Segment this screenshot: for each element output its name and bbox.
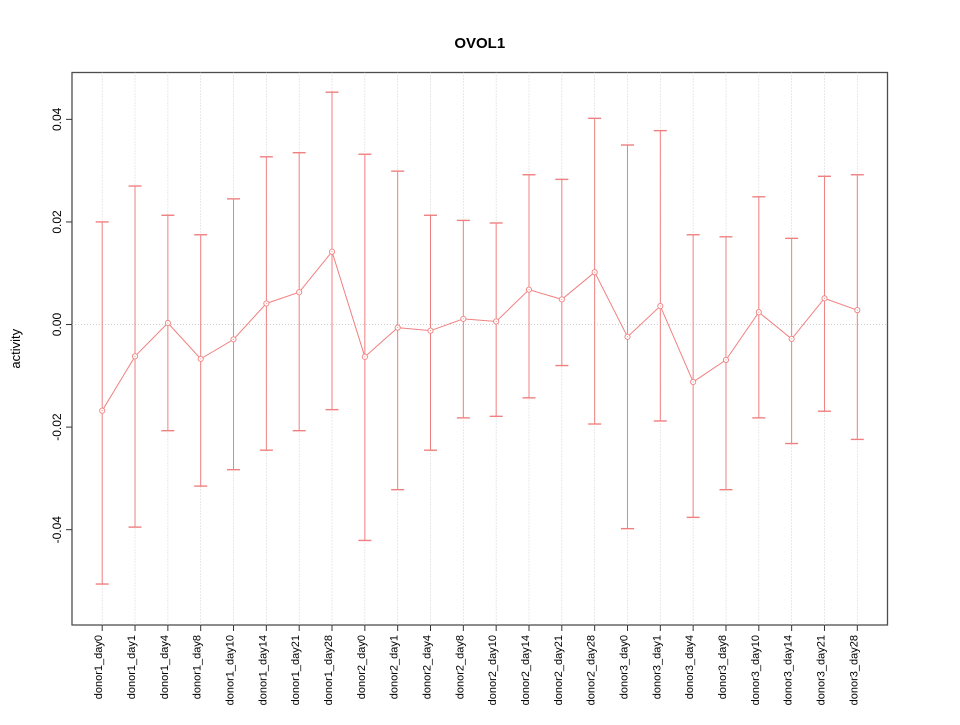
svg-text:donor1_day21: donor1_day21 (290, 635, 302, 705)
svg-text:0.00: 0.00 (50, 313, 64, 337)
svg-text:donor3_day0: donor3_day0 (618, 635, 630, 699)
svg-text:0.04: 0.04 (50, 107, 64, 131)
svg-text:donor2_day8: donor2_day8 (454, 635, 466, 699)
svg-text:0.02: 0.02 (50, 210, 64, 234)
svg-text:donor3_day4: donor3_day4 (684, 635, 696, 699)
svg-text:donor2_day0: donor2_day0 (356, 635, 368, 699)
svg-text:donor1_day14: donor1_day14 (257, 635, 269, 705)
svg-text:donor3_day28: donor3_day28 (848, 635, 860, 705)
svg-text:-0.04: -0.04 (50, 516, 64, 544)
svg-text:donor3_day10: donor3_day10 (750, 635, 762, 705)
svg-text:donor2_day21: donor2_day21 (553, 635, 565, 705)
svg-text:-0.02: -0.02 (50, 413, 64, 441)
svg-text:donor1_day1: donor1_day1 (126, 635, 138, 699)
svg-text:donor3_day8: donor3_day8 (717, 635, 729, 699)
svg-text:donor3_day14: donor3_day14 (783, 635, 795, 705)
svg-text:donor3_day1: donor3_day1 (651, 635, 663, 699)
svg-text:OVOL1: OVOL1 (454, 35, 505, 52)
svg-text:donor1_day28: donor1_day28 (323, 635, 335, 705)
svg-text:donor3_day21: donor3_day21 (815, 635, 827, 705)
svg-text:donor2_day28: donor2_day28 (586, 635, 598, 705)
svg-text:donor1_day10: donor1_day10 (225, 635, 237, 705)
svg-text:donor1_day4: donor1_day4 (159, 635, 171, 699)
svg-text:activity: activity (8, 328, 23, 368)
svg-text:donor1_day0: donor1_day0 (93, 635, 105, 699)
svg-text:donor2_day4: donor2_day4 (422, 635, 434, 699)
svg-text:donor2_day14: donor2_day14 (520, 635, 532, 705)
svg-text:donor2_day1: donor2_day1 (389, 635, 401, 699)
svg-text:donor2_day10: donor2_day10 (487, 635, 499, 705)
svg-text:donor1_day8: donor1_day8 (192, 635, 204, 699)
